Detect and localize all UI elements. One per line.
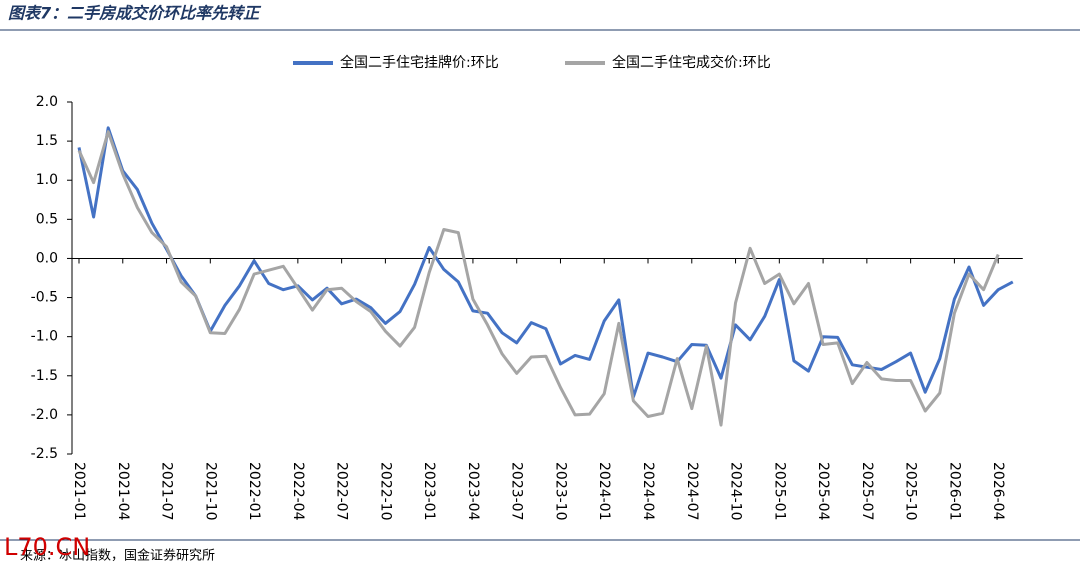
x-tick-label: 2021-01 <box>71 462 87 521</box>
chart-title: 图表7：二手房成交价环比率先转正 <box>8 4 262 23</box>
series-line <box>77 126 1014 399</box>
y-tick-label: 1.0 <box>36 172 58 188</box>
x-tick-label: 2021-04 <box>115 462 131 521</box>
x-tick-label: 2023-04 <box>465 462 481 521</box>
x-tick-label: 2022-01 <box>246 462 262 521</box>
y-tick-label: -0.5 <box>31 290 58 306</box>
x-tick-label: 2026-01 <box>946 462 962 521</box>
x-tick-label: 2024-01 <box>596 462 612 521</box>
x-tick-label: 2025-07 <box>859 462 875 521</box>
x-tick-label: 2022-04 <box>290 462 306 521</box>
source: 来源：冰山指数，国金证券研究所 <box>20 548 215 564</box>
x-tick-label: 2021-10 <box>202 462 218 521</box>
legend-label: 全国二手住宅挂牌价:环比 <box>340 54 499 71</box>
legend-label: 全国二手住宅成交价:环比 <box>612 54 771 71</box>
y-tick-label: 1.5 <box>36 133 58 149</box>
x-tick-label: 2026-04 <box>990 462 1006 521</box>
x-tick-label: 2023-10 <box>552 462 568 521</box>
x-tick-label: 2022-07 <box>334 462 350 521</box>
x-tick-label: 2025-10 <box>903 462 919 521</box>
y-tick-label: -1.5 <box>31 368 58 384</box>
x-tick-label: 2025-01 <box>771 462 787 521</box>
x-tick-label: 2023-07 <box>509 462 525 521</box>
series-line <box>77 130 1000 427</box>
y-tick-label: 0.0 <box>36 250 58 266</box>
y-tick-label: -2.0 <box>31 407 58 423</box>
x-tick-label: 2023-01 <box>421 462 437 521</box>
x-tick-label: 2021-07 <box>159 462 175 521</box>
y-tick-label: -1.0 <box>31 329 58 345</box>
y-tick-label: -2.5 <box>31 446 58 462</box>
y-tick-label: 2.0 <box>36 94 58 110</box>
y-tick-label: 0.5 <box>36 211 58 227</box>
watermark: L70.CN <box>4 533 90 561</box>
x-tick-label: 2022-10 <box>377 462 393 521</box>
x-tick-label: 2024-04 <box>640 462 656 521</box>
x-tick-label: 2024-10 <box>728 462 744 521</box>
x-tick-label: 2025-04 <box>815 462 831 521</box>
x-tick-label: 2024-07 <box>684 462 700 521</box>
